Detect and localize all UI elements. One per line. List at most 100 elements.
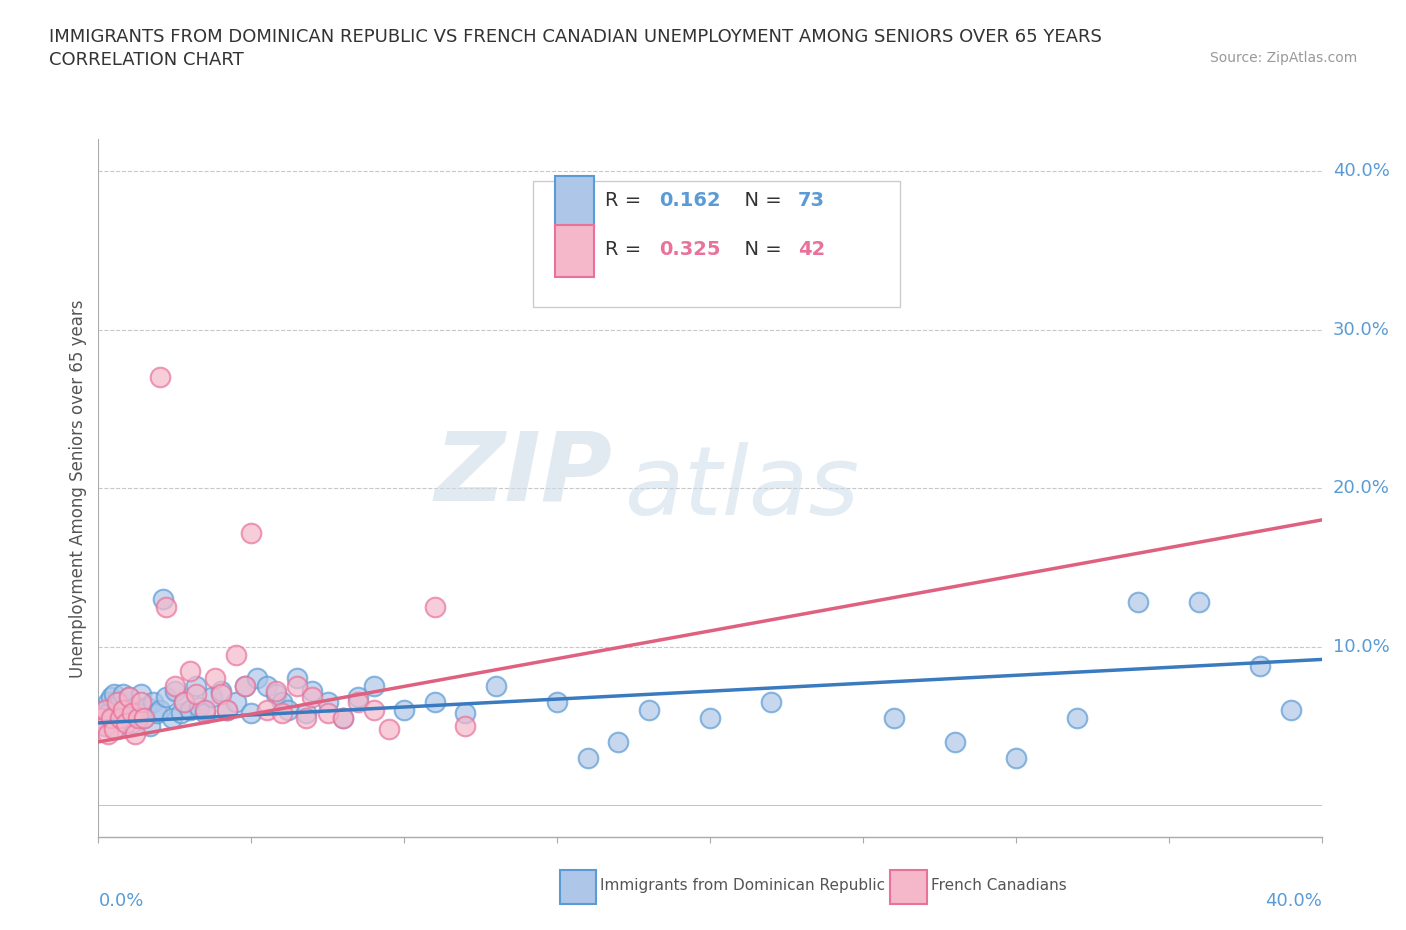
Point: [233, 679, 256, 694]
Point: [332, 711, 354, 725]
Point: [129, 687, 152, 702]
Point: [194, 706, 217, 721]
Point: [285, 679, 308, 694]
Point: [152, 591, 174, 606]
Text: 10.0%: 10.0%: [1333, 638, 1389, 656]
Y-axis label: Unemployment Among Seniors over 65 years: Unemployment Among Seniors over 65 years: [69, 299, 87, 677]
Point: [108, 695, 131, 710]
Point: [246, 671, 269, 686]
Point: [215, 703, 238, 718]
Point: [93, 719, 115, 734]
Point: [378, 722, 401, 737]
Point: [454, 719, 477, 734]
Point: [363, 679, 385, 694]
Point: [149, 703, 172, 718]
Text: 0.162: 0.162: [658, 191, 720, 209]
Point: [100, 690, 122, 705]
Point: [118, 690, 141, 705]
Point: [285, 671, 308, 686]
Point: [270, 695, 292, 710]
Point: [204, 671, 226, 686]
Point: [295, 706, 318, 721]
Point: [277, 703, 299, 718]
Point: [759, 695, 782, 710]
Point: [209, 687, 232, 702]
Text: IMMIGRANTS FROM DOMINICAN REPUBLIC VS FRENCH CANADIAN UNEMPLOYMENT AMONG SENIORS: IMMIGRANTS FROM DOMINICAN REPUBLIC VS FR…: [49, 28, 1102, 46]
Text: French Canadians: French Canadians: [931, 878, 1067, 893]
Point: [423, 695, 446, 710]
Point: [136, 699, 159, 714]
Point: [301, 684, 323, 698]
Point: [103, 711, 125, 725]
Text: N =: N =: [733, 191, 787, 209]
Text: Immigrants from Dominican Republic: Immigrants from Dominican Republic: [600, 878, 886, 893]
Point: [97, 706, 120, 721]
Point: [115, 715, 138, 730]
Point: [134, 711, 156, 725]
Text: Source: ZipAtlas.com: Source: ZipAtlas.com: [1209, 51, 1357, 65]
Point: [160, 711, 183, 725]
Point: [256, 679, 278, 694]
Text: R =: R =: [605, 240, 647, 259]
Point: [100, 711, 122, 725]
Point: [115, 703, 138, 718]
Point: [1066, 711, 1088, 725]
Text: N =: N =: [733, 240, 787, 259]
Point: [105, 703, 128, 718]
Point: [215, 703, 238, 718]
Point: [111, 703, 134, 718]
Point: [347, 690, 370, 705]
Point: [454, 706, 477, 721]
Point: [546, 695, 568, 710]
Point: [163, 679, 186, 694]
Point: [118, 711, 141, 725]
Point: [270, 706, 292, 721]
FancyBboxPatch shape: [555, 225, 593, 277]
Point: [90, 711, 112, 725]
Text: CORRELATION CHART: CORRELATION CHART: [49, 51, 245, 69]
Text: R =: R =: [605, 191, 647, 209]
Point: [179, 703, 201, 718]
Point: [576, 751, 599, 765]
FancyBboxPatch shape: [555, 177, 593, 228]
Point: [233, 679, 256, 694]
Text: 20.0%: 20.0%: [1333, 479, 1389, 498]
Point: [347, 695, 370, 710]
Point: [163, 684, 186, 698]
Text: 0.0%: 0.0%: [98, 893, 143, 910]
Point: [1188, 595, 1211, 610]
Text: 0.325: 0.325: [658, 240, 720, 259]
Point: [97, 695, 120, 710]
FancyBboxPatch shape: [533, 181, 900, 307]
Point: [111, 714, 134, 729]
Point: [100, 715, 122, 730]
Text: 42: 42: [799, 240, 825, 259]
Point: [295, 711, 318, 725]
Text: 40.0%: 40.0%: [1333, 162, 1389, 180]
Point: [316, 706, 339, 721]
Point: [200, 690, 222, 705]
Point: [93, 719, 115, 734]
Point: [240, 706, 263, 721]
Point: [194, 703, 217, 718]
Point: [173, 695, 195, 710]
Point: [93, 703, 115, 718]
Point: [392, 703, 416, 718]
Point: [127, 706, 149, 721]
Point: [225, 695, 247, 710]
Text: 30.0%: 30.0%: [1333, 321, 1389, 339]
Point: [363, 703, 385, 718]
Point: [118, 690, 141, 705]
Point: [699, 711, 721, 725]
Point: [225, 647, 247, 662]
Text: ZIP: ZIP: [434, 428, 612, 521]
Point: [97, 726, 120, 741]
Point: [423, 600, 446, 615]
Point: [134, 711, 156, 725]
Point: [179, 663, 201, 678]
Point: [108, 706, 131, 721]
Point: [264, 684, 287, 698]
Point: [240, 525, 263, 540]
Point: [108, 711, 131, 725]
Point: [186, 687, 208, 702]
